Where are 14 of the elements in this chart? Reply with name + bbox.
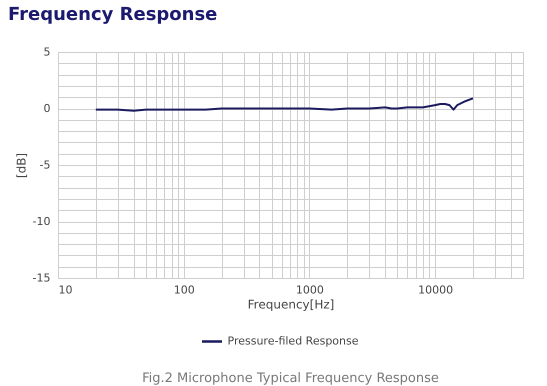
y-tick-label: 0	[44, 102, 50, 115]
y-tick-label: 5	[44, 46, 50, 58]
legend-label: Pressure-filed Response	[228, 334, 359, 348]
x-tick-label: 1000	[296, 284, 324, 296]
x-axis-title: Frequency[Hz]	[248, 298, 334, 312]
chart-title: Frequency Response	[8, 4, 218, 25]
y-tick-label: -10	[32, 215, 50, 228]
x-tick-label: 10	[58, 284, 72, 296]
x-tick-label: 100	[174, 284, 195, 296]
y-tick-label: -15	[32, 272, 50, 284]
caption: Fig.2 Microphone Typical Frequency Response	[142, 371, 439, 386]
x-tick-label: 10000	[418, 284, 454, 296]
y-axis-title: [dB]	[14, 152, 29, 178]
y-tick-label: -5	[40, 158, 50, 172]
